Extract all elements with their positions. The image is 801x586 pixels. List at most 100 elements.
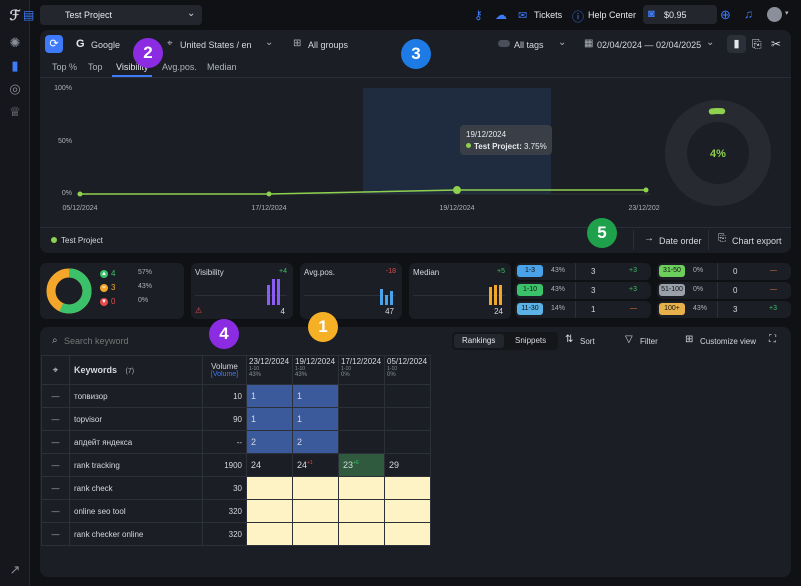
series-point[interactable] — [453, 186, 461, 195]
rankings-toggle[interactable]: Rankings — [462, 336, 496, 345]
position-cell[interactable]: 2 — [246, 430, 293, 454]
table-row[interactable]: — rank checker online 320 — [41, 522, 431, 546]
keyword-cell[interactable]: online seo tool — [69, 499, 203, 523]
tab-avg-pos[interactable]: Avg.pos. — [162, 62, 197, 72]
series-point[interactable] — [266, 191, 272, 197]
position-cell[interactable] — [338, 430, 385, 454]
trophy-icon[interactable]: ♕ — [9, 104, 21, 119]
balance-box[interactable]: ◙ $0.95 — [643, 5, 717, 24]
table-row[interactable]: — rank tracking 1900 24 24+1 23+6 29 — [41, 453, 431, 477]
date-column-header[interactable]: 05/12/2024 1-10 0% — [384, 355, 431, 385]
sort-button[interactable]: Sort — [580, 337, 595, 346]
cloud-upload-icon[interactable]: ☁ — [495, 8, 507, 22]
position-cell[interactable]: 23+6 — [338, 453, 385, 477]
snippets-toggle[interactable]: Snippets — [515, 336, 547, 345]
position-cell[interactable]: 2 — [292, 430, 339, 454]
avatar[interactable] — [767, 7, 782, 22]
position-cell[interactable] — [246, 476, 293, 500]
position-cell[interactable]: 24 — [246, 453, 293, 477]
table-row[interactable]: — топвизор 10 1 1 — [41, 384, 431, 408]
bar-chart-icon[interactable]: ▮ — [727, 35, 746, 53]
bell-icon[interactable]: ♫ — [744, 7, 753, 21]
groups-selector[interactable]: All groups — [308, 40, 349, 50]
keyword-cell[interactable]: апдейт яндекса — [69, 430, 203, 454]
position-cell[interactable] — [384, 499, 431, 523]
tab-visibility[interactable]: Visibility — [116, 62, 149, 72]
tab-top[interactable]: Top — [88, 62, 103, 72]
help-icon[interactable]: ⓘ — [572, 10, 585, 24]
row-dash-icon[interactable]: — — [41, 522, 70, 546]
customize-view-button[interactable]: Customize view — [700, 337, 757, 346]
keywords-header[interactable]: Keywords (7) — [69, 355, 203, 385]
range-row[interactable]: 51-100 0% 0 — — [657, 282, 791, 299]
volume-header[interactable]: Volume [Volume] — [202, 355, 247, 385]
tab-median[interactable]: Median — [207, 62, 237, 72]
position-cell[interactable] — [338, 499, 385, 523]
tab-top-percent[interactable]: Top % — [52, 62, 78, 72]
tools-icon[interactable]: ✂ — [771, 37, 782, 51]
table-row[interactable]: — topvisor 90 1 1 — [41, 407, 431, 431]
export-icon[interactable]: ⎘ — [752, 37, 762, 51]
position-cell[interactable] — [384, 407, 431, 431]
position-cell[interactable] — [246, 522, 293, 546]
position-cell[interactable] — [292, 522, 339, 546]
refresh-icon[interactable]: ⟳ — [45, 35, 63, 53]
position-cell[interactable]: 29 — [384, 453, 431, 477]
search-input[interactable] — [64, 333, 204, 349]
position-cell[interactable] — [292, 499, 339, 523]
projects-icon[interactable]: ✺ — [9, 35, 21, 50]
date-column-header[interactable]: 19/12/2024 1-10 43% — [292, 355, 339, 385]
row-dash-icon[interactable]: — — [41, 453, 70, 477]
range-row[interactable]: 1-3 43% 3 +3 — [515, 263, 651, 280]
position-cell[interactable] — [384, 430, 431, 454]
date-column-header[interactable]: 17/12/2024 1-10 0% — [338, 355, 385, 385]
date-column-header[interactable]: 23/12/2024 1-10 43% — [246, 355, 293, 385]
region-chevron-icon[interactable]: ⌄ — [265, 37, 274, 48]
position-cell[interactable] — [338, 476, 385, 500]
fullscreen-icon[interactable]: ⛶ — [769, 334, 776, 345]
range-row[interactable]: 11-30 14% 1 — — [515, 301, 651, 318]
ranking-chart-icon[interactable]: ▮ — [11, 58, 19, 73]
table-row[interactable]: — rank check 30 — [41, 476, 431, 500]
position-cell[interactable] — [384, 522, 431, 546]
position-cell[interactable] — [338, 407, 385, 431]
position-cell[interactable]: 24+1 — [292, 453, 339, 477]
position-cell[interactable] — [246, 499, 293, 523]
tags-selector[interactable]: All tags — [514, 40, 544, 50]
row-dash-icon[interactable]: — — [41, 384, 70, 408]
tags-toggle[interactable] — [498, 40, 510, 47]
engine-selector[interactable]: Google — [91, 40, 121, 50]
external-link-icon[interactable]: ↗ — [9, 562, 21, 577]
filter-button[interactable]: Filter — [640, 337, 658, 346]
help-center-link[interactable]: Help Center — [588, 10, 637, 20]
series-point[interactable] — [77, 191, 83, 197]
position-cell[interactable]: 1 — [292, 407, 339, 431]
position-cell[interactable] — [338, 522, 385, 546]
logo-icon[interactable]: ℱ — [9, 7, 21, 23]
key-icon[interactable]: ⚷ — [474, 8, 483, 22]
ticket-icon[interactable]: ✉ — [518, 10, 528, 22]
range-row[interactable]: 1-10 43% 3 +3 — [515, 282, 651, 299]
keyword-cell[interactable]: rank checker online — [69, 522, 203, 546]
date-range-selector[interactable]: 02/04/2024 — 02/04/2025 — [597, 40, 702, 50]
project-selector[interactable]: ▤ Test Project ⌄ — [23, 5, 202, 25]
range-row[interactable]: 31-50 0% 0 — — [657, 263, 791, 280]
date-order-button[interactable]: Date order — [659, 236, 702, 246]
position-cell[interactable] — [384, 476, 431, 500]
legend-label[interactable]: Test Project — [61, 236, 103, 245]
region-selector[interactable]: United States / en — [180, 40, 252, 50]
chart-export-button[interactable]: Chart export — [732, 236, 782, 246]
tickets-link[interactable]: Tickets — [534, 10, 563, 20]
range-row[interactable]: 100+ 43% 3 +3 — [657, 301, 791, 318]
position-cell[interactable] — [338, 384, 385, 408]
tags-chevron-icon[interactable]: ⌄ — [558, 37, 567, 48]
position-cell[interactable] — [292, 476, 339, 500]
row-dash-icon[interactable]: — — [41, 430, 70, 454]
keyword-cell[interactable]: rank tracking — [69, 453, 203, 477]
avatar-chevron-icon[interactable]: ▾ — [785, 10, 789, 17]
position-cell[interactable]: 1 — [292, 384, 339, 408]
keyword-cell[interactable]: топвизор — [69, 384, 203, 408]
row-dash-icon[interactable]: — — [41, 499, 70, 523]
position-cell[interactable]: 1 — [246, 407, 293, 431]
target-icon[interactable]: ⌖ — [41, 355, 70, 385]
